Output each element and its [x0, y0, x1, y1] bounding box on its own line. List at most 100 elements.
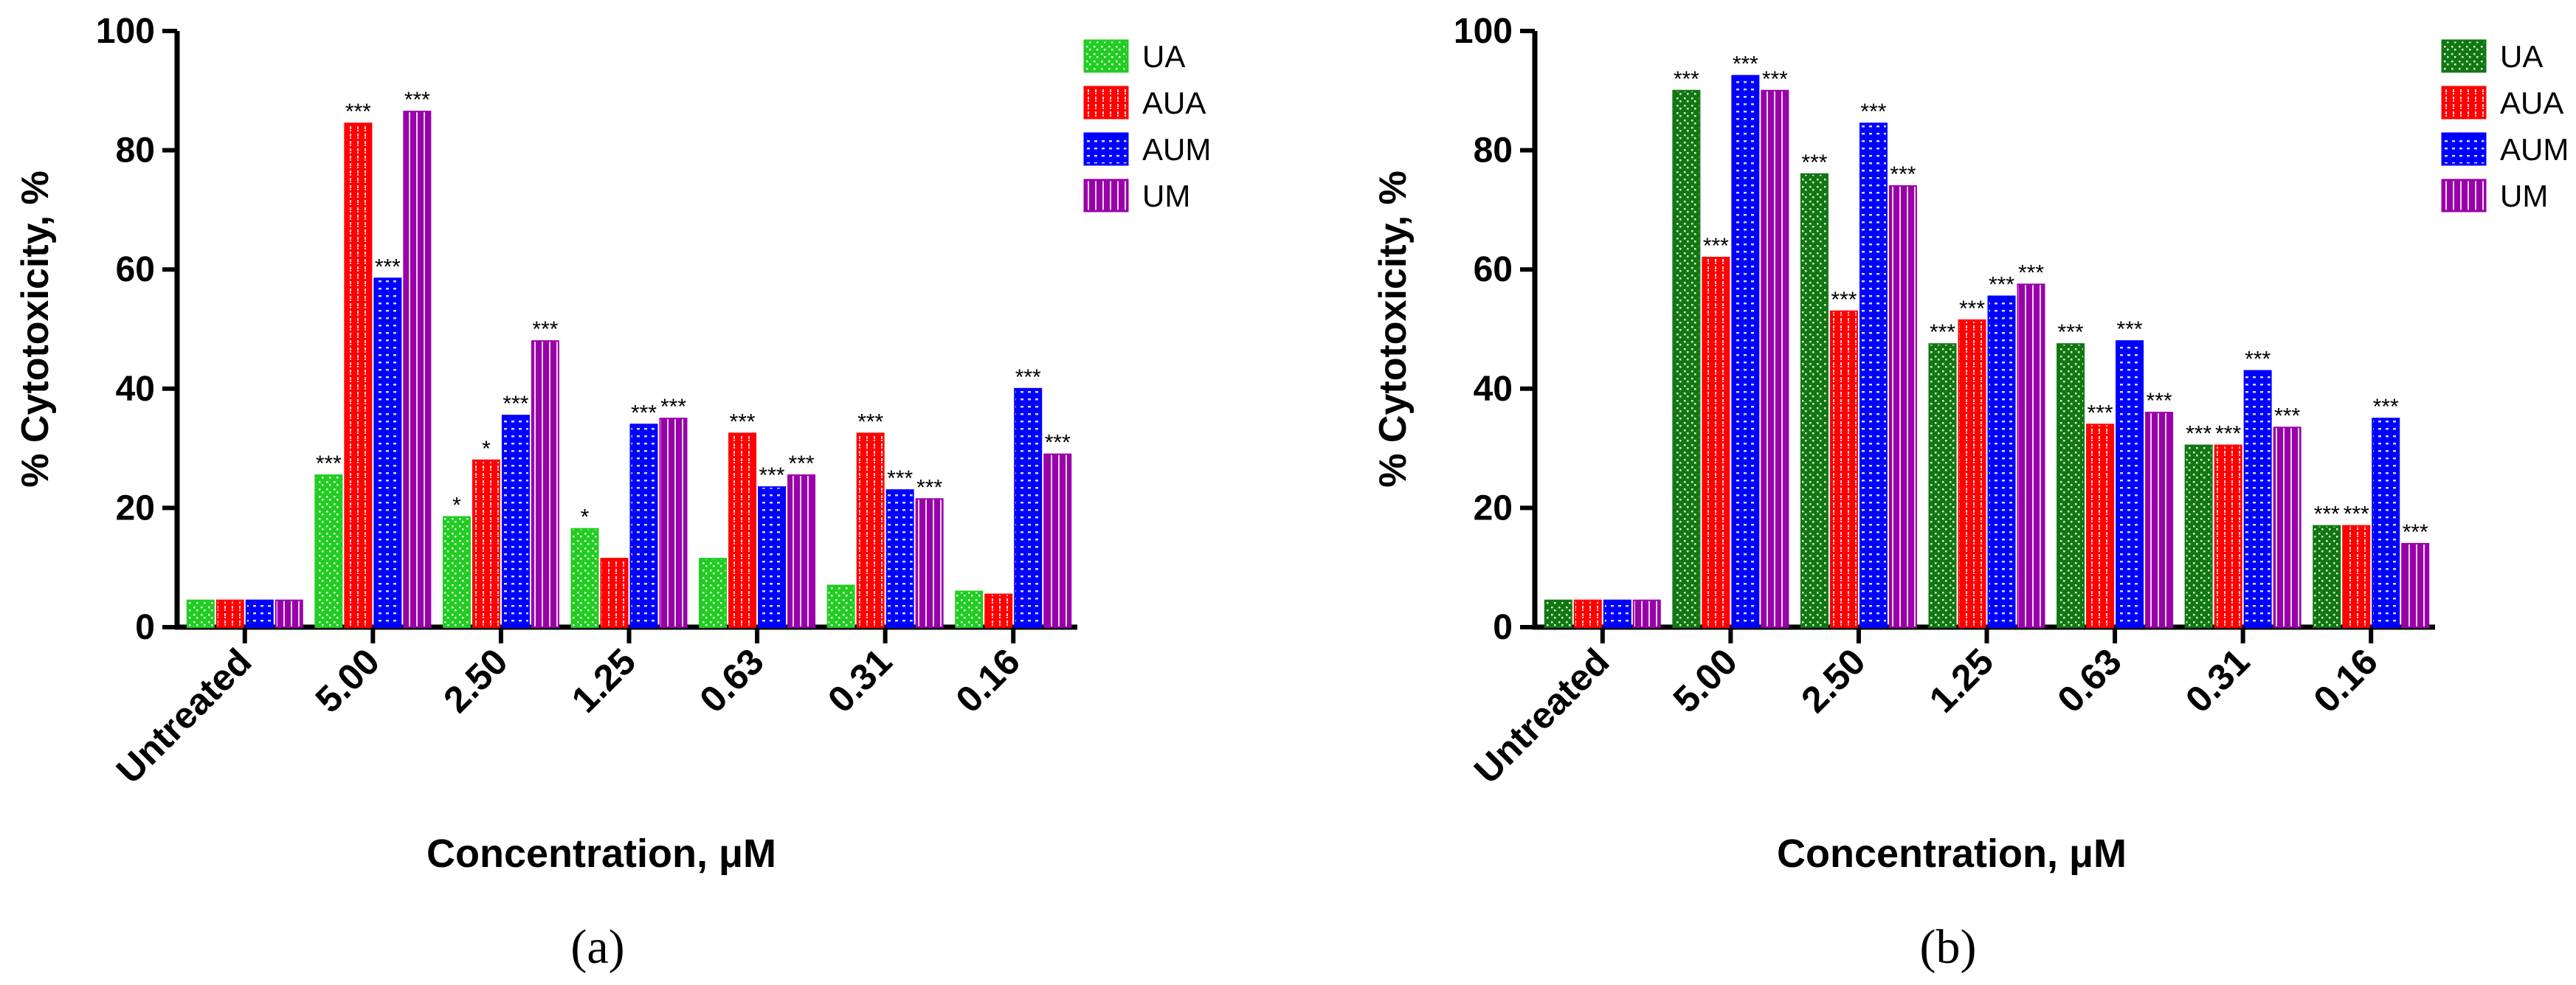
- significance-label: ***: [404, 88, 430, 112]
- legend-swatch-ua: [1083, 39, 1129, 73]
- bar-aua-2: [472, 459, 500, 629]
- y-tick-label: 0: [1493, 608, 1513, 647]
- significance-label: ***: [2274, 404, 2300, 428]
- bar-aum-4: [2116, 340, 2144, 628]
- bar-ua-0: [186, 599, 215, 629]
- x-axis-title: Concentration, μM: [427, 832, 776, 876]
- legend-label-aum: AUM: [2500, 132, 2569, 167]
- bar-aua-3: [1958, 319, 1986, 628]
- significance-label: ***: [1930, 320, 1955, 345]
- legend-label-um: UM: [2500, 179, 2548, 213]
- bar-ua-5: [826, 584, 855, 629]
- significance-label: ***: [2403, 520, 2428, 545]
- bar-aum-3: [1987, 295, 2016, 628]
- legend-label-ua: UA: [1142, 39, 1185, 74]
- panel-label: (a): [570, 920, 624, 974]
- bar-um-0: [274, 599, 303, 629]
- bar-ua-1: [314, 474, 343, 629]
- bar-aua-4: [728, 432, 757, 629]
- significance-label: ***: [857, 409, 883, 434]
- significance-label: ***: [759, 463, 785, 488]
- bar-aum-1: [1731, 75, 1760, 629]
- bar-aua-0: [1573, 599, 1602, 629]
- significance-label: *: [482, 437, 491, 461]
- significance-label: ***: [2058, 320, 2084, 345]
- significance-label: ***: [1989, 273, 2014, 297]
- bar-aum-6: [2372, 418, 2400, 628]
- y-tick-label: 60: [1474, 250, 1513, 289]
- significance-label: ***: [660, 395, 686, 419]
- significance-label: ***: [1674, 67, 1699, 91]
- legend: UA AUA AUM UM: [2441, 39, 2569, 213]
- y-tick-label: 100: [96, 12, 155, 51]
- bar-um-1: [403, 111, 432, 628]
- bar-ua-6: [2313, 525, 2341, 629]
- y-tick-label: 20: [1474, 488, 1513, 528]
- significance-label: ***: [1703, 234, 1729, 258]
- significance-label: ***: [631, 401, 657, 425]
- legend-label-um: UM: [1142, 179, 1190, 213]
- significance-label: ***: [2186, 422, 2211, 446]
- significance-label: ***: [316, 452, 342, 476]
- bar-ua-3: [570, 528, 599, 628]
- bar-um-0: [1632, 599, 1661, 629]
- bar-aum-3: [629, 424, 658, 629]
- significance-label: ***: [2215, 422, 2241, 446]
- x-tick-label: 0.31: [2178, 640, 2257, 720]
- bar-um-6: [2401, 542, 2430, 629]
- significance-label: ***: [2245, 348, 2271, 372]
- x-tick-label: 1.25: [1921, 640, 2001, 720]
- significance-label: ***: [2344, 502, 2369, 527]
- bar-ua-3: [1928, 343, 1957, 628]
- legend-label-ua: UA: [2500, 39, 2543, 74]
- y-tick-label: 40: [116, 370, 155, 409]
- legend-swatch-aua: [2441, 86, 2487, 120]
- significance-label: ***: [730, 409, 756, 434]
- legend-swatch-aua: [1083, 86, 1129, 120]
- y-axis-title: % Cytotoxicity, %: [14, 170, 57, 488]
- x-tick-label: Untreated: [108, 640, 260, 792]
- legend-swatch-aum: [1083, 132, 1129, 166]
- bar-aua-3: [600, 558, 629, 629]
- y-axis-title: % Cytotoxicity, %: [1372, 170, 1415, 488]
- bar-aum-1: [373, 277, 402, 628]
- significance-label: ***: [503, 392, 528, 416]
- bar-ua-6: [955, 590, 984, 629]
- x-tick-label: 0.63: [2049, 640, 2129, 720]
- legend-label-aua: AUA: [1142, 86, 1206, 120]
- y-tick-label: 100: [1454, 12, 1513, 51]
- significance-label: ***: [1015, 365, 1041, 390]
- significance-label: ***: [2373, 395, 2399, 419]
- significance-label: ***: [1890, 162, 1916, 187]
- x-tick-label: 0.16: [948, 640, 1028, 720]
- bar-aua-1: [1702, 257, 1730, 628]
- bar-ua-4: [699, 558, 728, 629]
- bar-um-3: [2017, 283, 2045, 628]
- bar-aua-4: [2086, 424, 2115, 629]
- x-tick-label: 2.50: [435, 640, 515, 720]
- legend-swatch-um: [2441, 179, 2487, 212]
- bar-aua-1: [344, 122, 373, 629]
- bar-aua-0: [215, 599, 244, 629]
- y-tick-label: 0: [135, 608, 155, 647]
- bar-aum-0: [245, 599, 274, 629]
- chart-panel-b: 020406080100Untreated************5.00***…: [1372, 12, 2569, 974]
- significance-label: ***: [916, 475, 942, 500]
- bar-um-2: [531, 340, 559, 628]
- x-tick-label: 0.31: [820, 640, 899, 720]
- bar-aum-2: [501, 415, 530, 628]
- legend: UA AUA AUM UM: [1083, 39, 1211, 213]
- significance-label: ***: [1831, 288, 1857, 312]
- significance-label: *: [452, 494, 461, 518]
- bar-aum-0: [1603, 599, 1631, 629]
- bar-aum-4: [758, 486, 787, 628]
- significance-label: ***: [1860, 100, 1886, 124]
- x-tick-label: 0.63: [691, 640, 771, 720]
- significance-label: ***: [887, 466, 913, 491]
- bar-ua-5: [2184, 444, 2213, 628]
- y-tick-label: 80: [116, 131, 155, 170]
- significance-label: ***: [2147, 389, 2172, 413]
- bar-aum-5: [885, 489, 914, 628]
- bar-um-4: [787, 474, 816, 629]
